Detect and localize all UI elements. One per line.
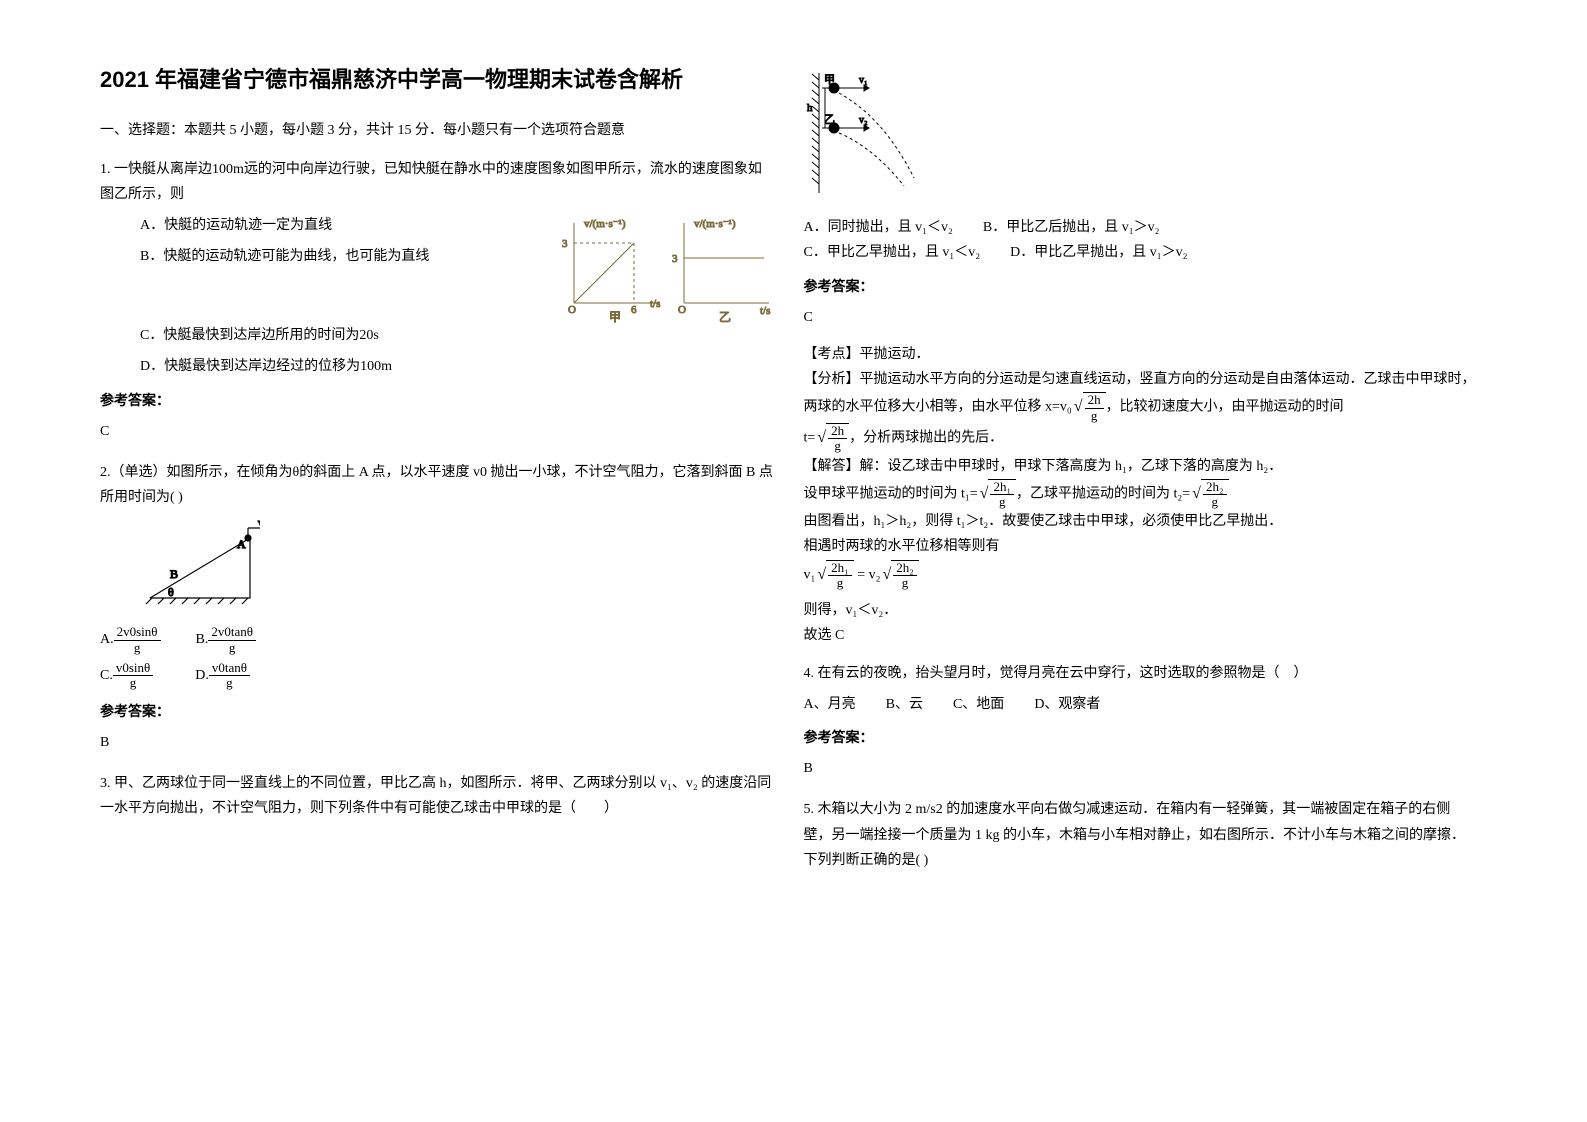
q2-optC-num: v0sinθ (113, 661, 153, 676)
q4-optB: B、云 (886, 692, 923, 717)
q3-exp-solve2: 设甲球平抛运动的时间为 t₁=2h₁g，乙球平抛运动的时间为 t₂=2h₂g (804, 479, 1478, 510)
q2-optB-prefix: B. (196, 632, 209, 647)
q2-answer-label: 参考答案： (100, 699, 774, 724)
q3-optA: A．同时抛出，且 v₁＜v₂ (804, 215, 953, 240)
q3-exp-solve2a: 设甲球平抛运动的时间为 t₁= (804, 486, 978, 501)
q1-graphs: 3 6 O t/s v/(m·s⁻¹) 甲 3 O t/s v/(m·s⁻¹) … (554, 213, 774, 323)
q3-exp-tag: 【考点】平抛运动． (804, 342, 1478, 367)
q2-optD-num: v0tanθ (209, 661, 250, 676)
q4-optA: A、月亮 (804, 692, 856, 717)
svg-text:甲: 甲 (824, 74, 835, 86)
q3-exp-solve6: 则得，v₁＜v₂． (804, 598, 1478, 623)
q2-optA-den: g (114, 641, 161, 655)
q2-optA-num: 2v0sinθ (114, 625, 161, 640)
svg-text:B: B (170, 567, 178, 581)
q2-optC-prefix: C. (100, 668, 113, 683)
q3-exp-solve: 【解答】解：设乙球击中甲球时，甲球下落高度为 h₁，乙球下落的高度为 h₂． (804, 454, 1478, 479)
q3-answer: C (804, 305, 1478, 330)
q3-opts2: C．甲比乙早抛出，且 v₁＜v₂ D．甲比乙早抛出，且 v₁＞v₂ (804, 240, 1478, 265)
q3-optB: B．甲比乙后抛出，且 v₁＞v₂ (983, 215, 1160, 240)
svg-text:t/s: t/s (760, 305, 770, 317)
q4-optC: C、地面 (953, 692, 1004, 717)
q3-figure: 甲 v₁ 乙 v₂ h (804, 68, 1478, 207)
q2-text: 2.（单选）如图所示，在倾角为θ的斜面上 A 点，以水平速度 v0 抛出一小球，… (100, 460, 774, 510)
q1-optC: C．快艇最快到达岸边所用的时间为20s (140, 323, 774, 348)
q2-optCD: C.v0sinθg D.v0tanθg (100, 661, 774, 691)
left-column: 2021 年福建省宁德市福鼎慈济中学高一物理期末试卷含解析 一、选择题：本题共 … (100, 60, 804, 1082)
q2-optAB: A.2v0sinθg B.2v0tanθg (100, 625, 774, 655)
q3-optD: D．甲比乙早抛出，且 v₁＞v₂ (1010, 240, 1187, 265)
svg-text:v/(m·s⁻¹): v/(m·s⁻¹) (584, 218, 626, 230)
svg-text:O: O (678, 304, 686, 316)
svg-text:乙: 乙 (719, 310, 731, 323)
q4-optD: D、观察者 (1034, 692, 1100, 717)
svg-text:乙: 乙 (824, 113, 835, 126)
svg-text:v₁: v₁ (859, 75, 868, 86)
page-title: 2021 年福建省宁德市福鼎慈济中学高一物理期末试卷含解析 (100, 60, 774, 100)
q1-answer: C (100, 419, 774, 444)
q3-exp-solve5: v₁2h₁g = v₂2h₂g (804, 560, 1478, 591)
question-1: 1. 一快艇从离岸边100m远的河中向岸边行驶，已知快艇在静水中的速度图象如图甲… (100, 157, 774, 444)
q2-optD-den: g (209, 676, 250, 690)
q3-exp-analysis: 【分析】平抛运动水平方向的分运动是匀速直线运动，竖直方向的分运动是自由落体运动．… (804, 367, 1478, 423)
q3-exp-solve3: 由图看出，h₁＞h₂，则得 t₁＞t₂．故要使乙球击中甲球，必须使甲比乙早抛出． (804, 509, 1478, 534)
q3-exp-time: t=2hg，分析两球抛出的先后． (804, 423, 1478, 454)
q2-figure: A B v₀ θ (140, 518, 774, 617)
q2-optA-prefix: A. (100, 632, 114, 647)
svg-text:v₀: v₀ (258, 518, 260, 529)
q1-optD: D．快艇最快到达岸边经过的位移为100m (140, 354, 774, 379)
q3-optC: C．甲比乙早抛出，且 v₁＜v₂ (804, 240, 981, 265)
question-3-start: 3. 甲、乙两球位于同一竖直线上的不同位置，甲比乙高 h，如图所示．将甲、乙两球… (100, 771, 774, 821)
q3-exp-analysis-b: ，比较初速度大小，由平抛运动的时间 (1106, 400, 1344, 415)
right-column: 甲 v₁ 乙 v₂ h A．同时抛出，且 v₁＜v₂ B．甲比乙后抛出，且 v₁… (804, 60, 1508, 1082)
svg-text:3: 3 (672, 253, 678, 265)
question-4: 4. 在有云的夜晚，抬头望月时，觉得月亮在云中穿行，这时选取的参照物是（ ） A… (804, 661, 1478, 782)
svg-text:甲: 甲 (609, 310, 621, 323)
q2-optC-den: g (113, 676, 153, 690)
q4-text: 4. 在有云的夜晚，抬头望月时，觉得月亮在云中穿行，这时选取的参照物是（ ） (804, 661, 1478, 686)
svg-text:v₂: v₂ (859, 115, 868, 126)
q5-text: 5. 木箱以大小为 2 m/s2 的加速度水平向右做匀减速运动．在箱内有一轻弹簧… (804, 797, 1478, 873)
q3-opts: A．同时抛出，且 v₁＜v₂ B．甲比乙后抛出，且 v₁＞v₂ (804, 215, 1478, 240)
q2-answer: B (100, 730, 774, 755)
q2-optB-den: g (208, 641, 256, 655)
q2-optD-prefix: D. (195, 668, 209, 683)
q3-answer-label: 参考答案： (804, 274, 1478, 299)
section1-header: 一、选择题：本题共 5 小题，每小题 3 分，共计 15 分．每小题只有一个选项… (100, 118, 774, 143)
q4-answer-label: 参考答案： (804, 725, 1478, 750)
svg-text:t/s: t/s (650, 298, 660, 310)
svg-text:h: h (807, 102, 813, 114)
q3-exp-solve2b: ，乙球平抛运动的时间为 t₂= (1016, 486, 1190, 501)
q3-exp-solve4: 相遇时两球的水平位移相等则有 (804, 534, 1478, 559)
svg-text:v/(m·s⁻¹): v/(m·s⁻¹) (694, 218, 736, 230)
q3-exp-analysis3: ，分析两球抛出的先后． (849, 430, 1003, 445)
q4-answer: B (804, 756, 1478, 781)
svg-text:θ: θ (168, 585, 174, 599)
q1-text: 1. 一快艇从离岸边100m远的河中向岸边行驶，已知快艇在静水中的速度图象如图甲… (100, 157, 774, 207)
svg-text:6: 6 (631, 304, 637, 316)
q3-exp-solve7: 故选 C (804, 623, 1478, 648)
q2-optB-num: 2v0tanθ (208, 625, 256, 640)
question-5: 5. 木箱以大小为 2 m/s2 的加速度水平向右做匀减速运动．在箱内有一轻弹簧… (804, 797, 1478, 873)
q1-answer-label: 参考答案： (100, 388, 774, 413)
svg-text:O: O (568, 304, 576, 316)
q3-text: 3. 甲、乙两球位于同一竖直线上的不同位置，甲比乙高 h，如图所示．将甲、乙两球… (100, 771, 774, 821)
q4-opts: A、月亮 B、云 C、地面 D、观察者 (804, 692, 1478, 717)
svg-text:3: 3 (562, 238, 568, 250)
question-2: 2.（单选）如图所示，在倾角为θ的斜面上 A 点，以水平速度 v0 抛出一小球，… (100, 460, 774, 755)
